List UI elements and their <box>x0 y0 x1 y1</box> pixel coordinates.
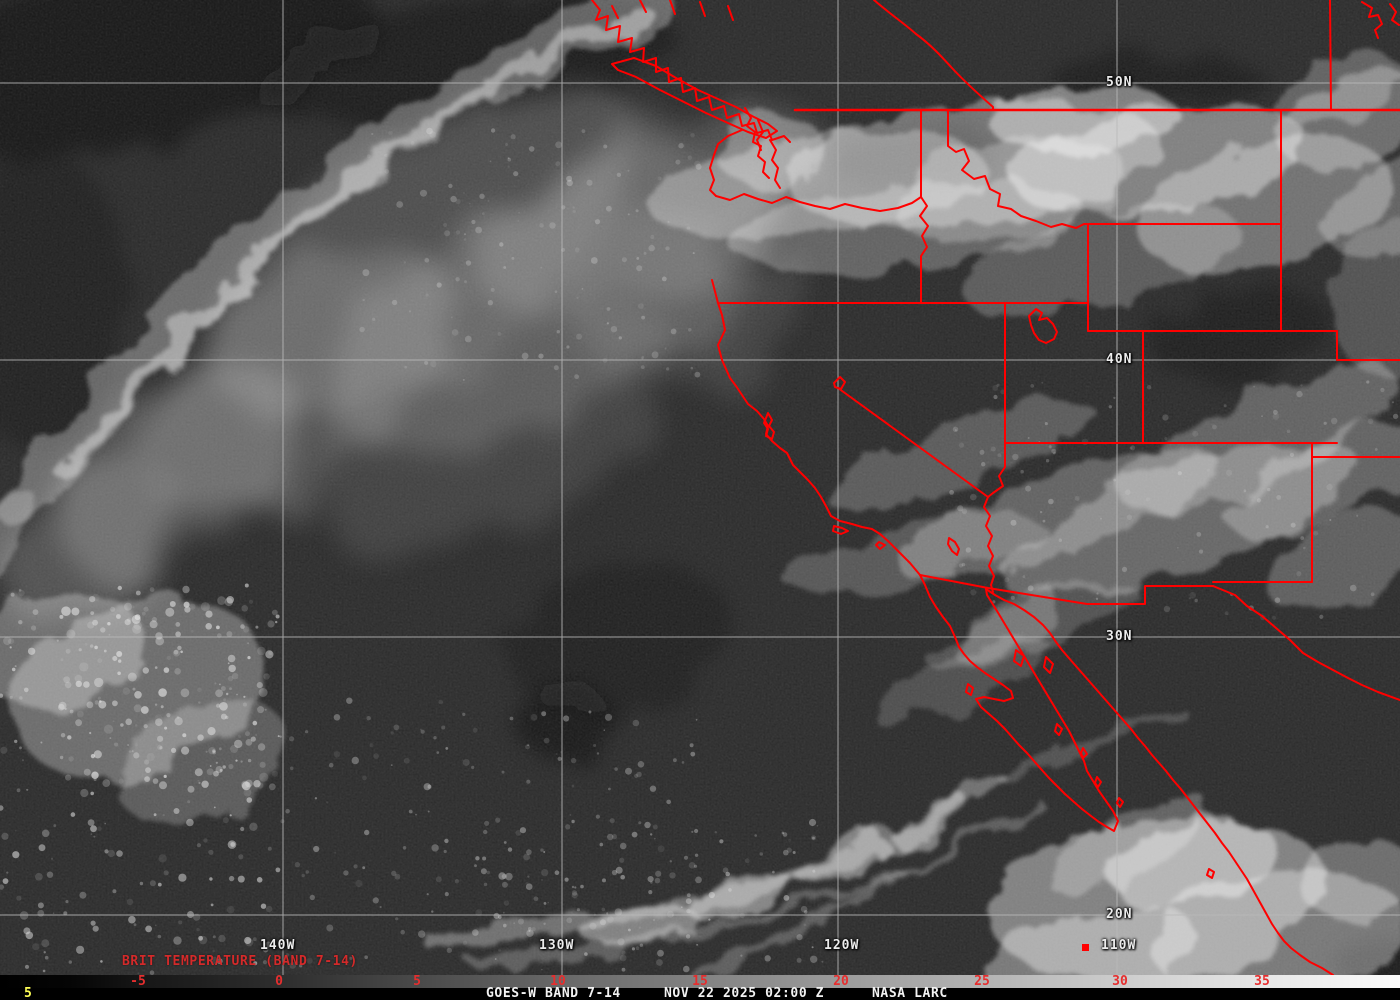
colorbar-tick: 30 <box>1112 974 1128 989</box>
nv-az-border <box>987 442 1006 498</box>
lat-label-20n: 20N <box>1106 907 1133 922</box>
colorbar-tick: 10 <box>550 974 566 989</box>
colorbar-tick: 20 <box>833 974 849 989</box>
red-square-marker <box>1082 944 1089 951</box>
washington-coast <box>709 129 743 197</box>
lat-label-30n: 30N <box>1106 629 1133 644</box>
colorbar-tick: 5 <box>413 974 421 989</box>
great-salt-lake <box>1028 308 1058 344</box>
lon-label-120w: 120W <box>824 938 860 953</box>
or-id-border <box>919 196 929 304</box>
lon-label-140w: 140W <box>260 938 296 953</box>
lon-label-130w: 130W <box>539 938 575 953</box>
co-ne-border <box>1336 330 1400 361</box>
agency-credit: NASA LARC <box>872 986 948 1000</box>
colorbar: -5 0 5 10 15 20 25 30 35 <box>0 975 1400 988</box>
lat-label-50n: 50N <box>1106 75 1133 90</box>
colorbar-tick: -5 <box>130 974 146 989</box>
sf-bay <box>763 412 775 440</box>
channel-islands <box>832 525 886 550</box>
gulf-islands <box>1054 723 1215 879</box>
colorbar-tick: 15 <box>692 974 708 989</box>
mexico-mainland-coast <box>985 588 1334 975</box>
map-overlay <box>591 0 1400 975</box>
lon-label-110w: 110W <box>1101 938 1137 953</box>
colorbar-tick: 0 <box>275 974 283 989</box>
lat-label-40n: 40N <box>1106 352 1133 367</box>
ca-az-colorado-river <box>983 496 995 593</box>
colorbar-tick: 25 <box>974 974 990 989</box>
wa-or-border <box>715 193 922 212</box>
satellite-imagery <box>0 0 1400 975</box>
rio-grande <box>1212 585 1400 701</box>
product-annotation: BRIT TEMPERATURE (BAND 7-14) <box>122 954 358 969</box>
california-coast <box>711 279 921 576</box>
puget-sound <box>744 107 770 179</box>
frame-counter: 5 <box>24 986 33 1000</box>
bc-alberta-border <box>873 0 994 111</box>
lake-tahoe <box>833 376 846 390</box>
island-tiburon <box>1013 649 1025 667</box>
island-cedros <box>965 683 974 696</box>
salton-sea <box>947 537 960 556</box>
id-mt-border <box>947 109 1085 229</box>
ca-nv-border <box>837 387 989 498</box>
us-mexico-border <box>919 574 1214 605</box>
island-angel <box>1043 656 1054 674</box>
image-timestamp: NOV 22 2025 02:00 Z <box>664 986 825 1000</box>
bc-coastline <box>591 0 791 143</box>
baja-peninsula <box>919 574 1119 832</box>
status-bar: 5 GOES-W BAND 7-14 NOV 22 2025 02:00 Z N… <box>0 986 1400 1000</box>
satellite-product: GOES-W BAND 7-14 <box>486 986 621 1000</box>
sensor-grain-texture <box>0 0 1400 975</box>
latlon-gridlines <box>0 0 1400 975</box>
colorbar-tick: 35 <box>1254 974 1270 989</box>
vancouver-island <box>611 57 778 139</box>
